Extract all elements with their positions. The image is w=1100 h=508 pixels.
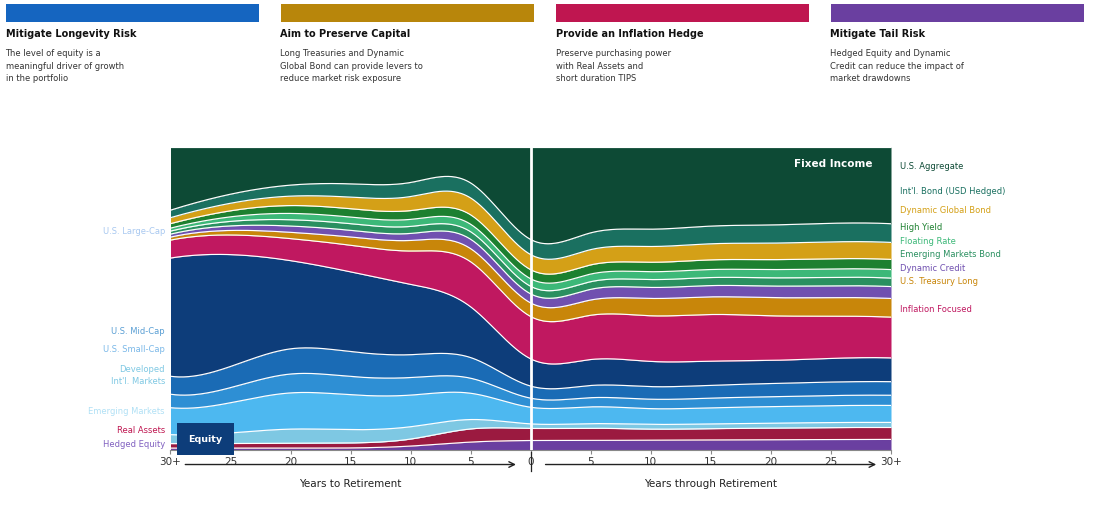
Text: The level of equity is a
meaningful driver of growth
in the portfolio: The level of equity is a meaningful driv… — [6, 49, 123, 83]
Text: Years to Retirement: Years to Retirement — [299, 479, 402, 489]
Text: Mitigate Tail Risk: Mitigate Tail Risk — [830, 29, 925, 39]
Text: Floating Rate: Floating Rate — [900, 237, 956, 245]
Text: Hedged Equity and Dynamic
Credit can reduce the impact of
market drawdowns: Hedged Equity and Dynamic Credit can red… — [830, 49, 965, 83]
Text: Developed
Int'l. Markets: Developed Int'l. Markets — [111, 365, 165, 386]
Text: Equity: Equity — [188, 434, 222, 443]
Text: Dynamic Global Bond: Dynamic Global Bond — [900, 206, 991, 215]
Text: U.S. Treasury Long: U.S. Treasury Long — [900, 277, 978, 287]
FancyBboxPatch shape — [830, 4, 1084, 22]
Text: U.S. Small-Cap: U.S. Small-Cap — [103, 345, 165, 355]
Text: Int'l. Bond (USD Hedged): Int'l. Bond (USD Hedged) — [900, 186, 1005, 196]
Text: Real Assets: Real Assets — [117, 426, 165, 435]
Text: Emerging Markets: Emerging Markets — [88, 407, 165, 416]
FancyBboxPatch shape — [556, 4, 808, 22]
Text: Mitigate Longevity Risk: Mitigate Longevity Risk — [6, 29, 136, 39]
Text: Years through Retirement: Years through Retirement — [645, 479, 778, 489]
Text: Emerging Markets Bond: Emerging Markets Bond — [900, 250, 1001, 259]
Text: Long Treasuries and Dynamic
Global Bond can provide levers to
reduce market risk: Long Treasuries and Dynamic Global Bond … — [280, 49, 424, 83]
Text: Preserve purchasing power
with Real Assets and
short duration TIPS: Preserve purchasing power with Real Asse… — [556, 49, 671, 83]
Text: U.S. Large-Cap: U.S. Large-Cap — [102, 228, 165, 236]
Text: Dynamic Credit: Dynamic Credit — [900, 264, 965, 273]
Text: Hedged Equity: Hedged Equity — [102, 439, 165, 449]
FancyBboxPatch shape — [6, 4, 258, 22]
Text: High Yield: High Yield — [900, 223, 942, 232]
FancyBboxPatch shape — [280, 4, 534, 22]
Text: Provide an Inflation Hedge: Provide an Inflation Hedge — [556, 29, 703, 39]
Text: U.S. Aggregate: U.S. Aggregate — [900, 163, 964, 172]
Text: Fixed Income: Fixed Income — [794, 160, 873, 169]
Text: Aim to Preserve Capital: Aim to Preserve Capital — [280, 29, 410, 39]
Text: Inflation Focused: Inflation Focused — [900, 304, 971, 313]
Text: U.S. Mid-Cap: U.S. Mid-Cap — [111, 327, 165, 336]
